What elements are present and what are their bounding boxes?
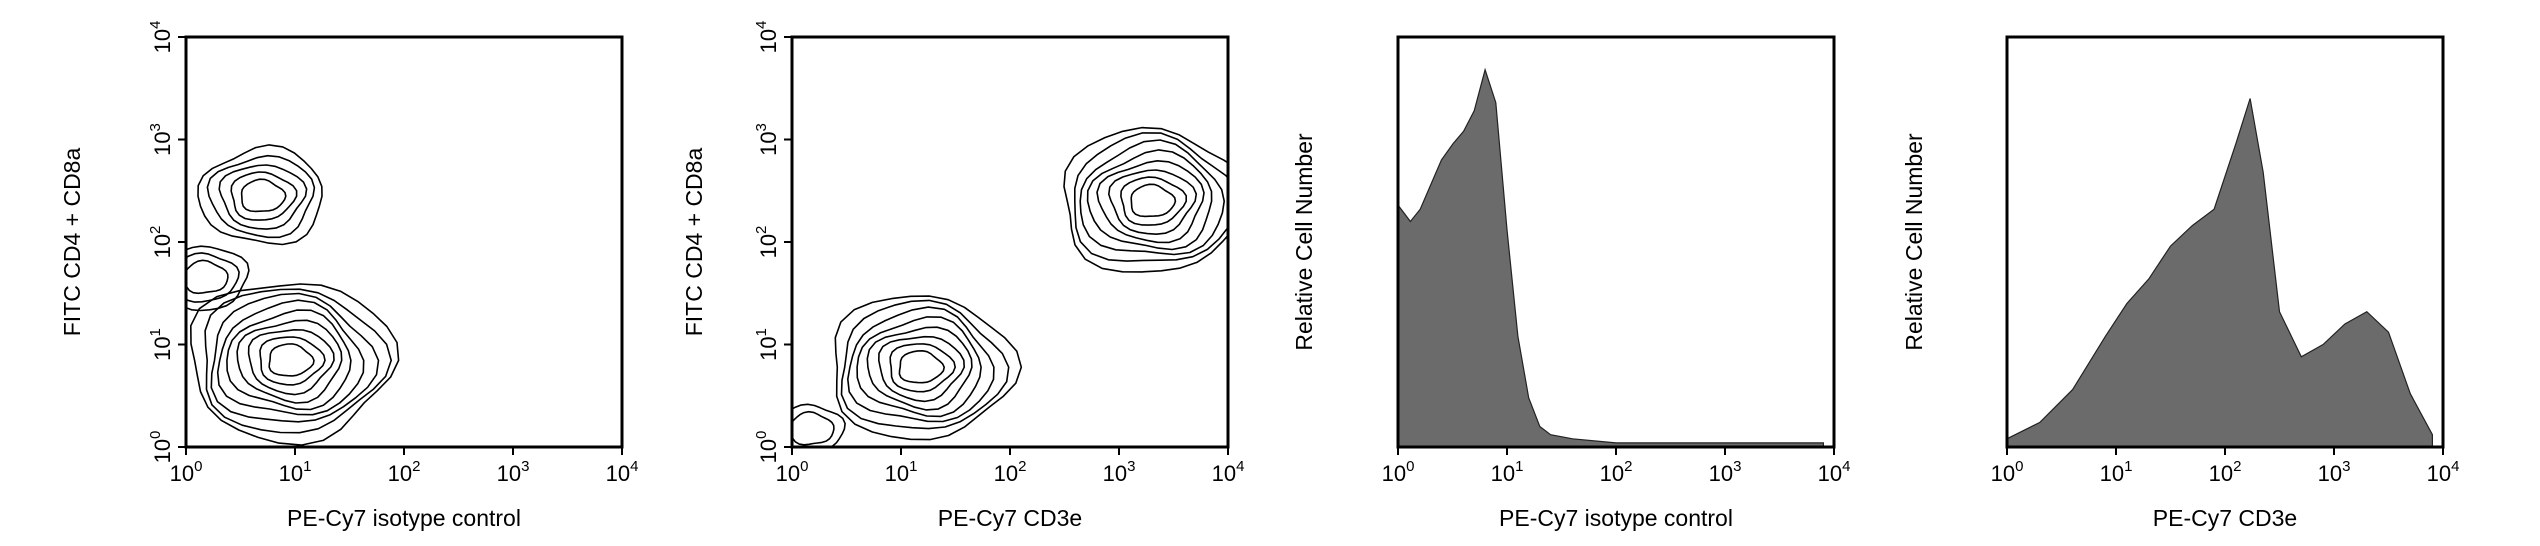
contour-line [259,336,326,386]
contour-line [226,309,352,411]
contour-line [889,343,957,393]
histogram-area [2006,98,2433,448]
contour-line [186,245,250,312]
contour-line [840,299,1010,430]
contour-plot-isotype: 100 101 102 103 104 100 101 102 103 104 PE-Cy7 iso… [59,21,638,531]
tick-label-y-4: 104 [753,21,781,54]
tick-label-y-1: 101 [147,328,175,361]
contour-line [236,319,343,404]
tick-label-x-4: 104 [1818,458,1851,486]
tick-label-x-0: 100 [170,458,203,486]
tick-label-x-2: 102 [1600,458,1633,486]
tick-label-x-3: 103 [497,458,530,486]
contour-line [898,349,946,384]
contour-line [1108,169,1198,235]
x-axis-title: PE-Cy7 isotype control [1499,505,1733,531]
x-axis-title: PE-Cy7 isotype control [287,505,521,531]
contour-line [1120,176,1187,226]
contour-line [186,259,229,295]
tick-label-x-1: 101 [885,458,918,486]
contour-line [1063,126,1228,273]
tick-label-x-3: 103 [1103,458,1136,486]
tick-label-y-0: 100 [147,431,175,464]
contour-line [1079,139,1225,256]
contour-line [792,410,835,446]
contour-line [834,295,1023,441]
x-axis-title: PE-Cy7 CD3e [2153,505,2297,531]
contour-line [206,154,316,239]
y-axis-title: Relative Cell Number [1901,133,1927,351]
tick-label-y-3: 103 [147,123,175,156]
tick-label-x-2: 102 [994,458,1027,486]
contour-line [1130,183,1177,218]
tick-label-y-0: 100 [753,431,781,464]
tick-label-y-2: 102 [147,226,175,259]
histogram-area [1397,67,1825,448]
contour-line [247,328,335,396]
tick-label-x-0: 100 [1382,458,1415,486]
tick-label-y-2: 102 [753,226,781,259]
contour-plot-cd3e: 100 101 102 103 104 100 101 102 103 104 PE-Cy7 CD3… [681,21,1245,531]
contour-line [210,292,380,423]
contour-line [877,335,966,403]
contour-line [240,178,287,213]
tick-label-x-0: 100 [1991,458,2024,486]
contour-line [197,144,323,246]
tick-label-x-1: 101 [279,458,312,486]
y-axis-title: FITC CD4 + CD8a [59,148,85,337]
contour-line [268,343,315,377]
y-axis-title: Relative Cell Number [1291,133,1317,351]
tick-label-x-0: 100 [776,458,809,486]
tick-label-y-1: 101 [753,328,781,361]
tick-label-x-1: 101 [2100,458,2133,486]
y-axis-title: FITC CD4 + CD8a [681,148,707,337]
tick-label-x-3: 103 [1709,458,1742,486]
contour-line [1086,149,1213,251]
tick-label-x-4: 104 [606,458,639,486]
tick-label-x-3: 103 [2318,458,2351,486]
contour-line [846,306,995,423]
tick-label-y-3: 103 [753,123,781,156]
contour-line [186,252,240,303]
contour-line [792,403,846,447]
contour-line [1074,132,1228,262]
tick-label-x-2: 102 [388,458,421,486]
tick-label-x-1: 101 [1491,458,1524,486]
contour-line [204,288,393,434]
tick-label-y-4: 104 [147,21,175,54]
contour-line [230,171,298,221]
x-axis-title: PE-Cy7 CD3e [938,505,1082,531]
contour-line [216,299,365,416]
contour-line [866,326,973,411]
tick-label-x-4: 104 [1212,458,1245,486]
histogram-plot-isotype: 100 101 102 103 104 PE-Cy7 isotype control Rel… [1291,35,1851,531]
tick-label-x-4: 104 [2427,458,2460,486]
histogram-plot-cd3e: 100 101 102 103 104 PE-Cy7 CD3e Relative Cell … [1901,35,2460,531]
contour-line [1096,160,1205,244]
contour-line [218,164,308,230]
contour-line [190,283,400,446]
tick-label-x-2: 102 [2209,458,2242,486]
contour-line [856,316,982,418]
